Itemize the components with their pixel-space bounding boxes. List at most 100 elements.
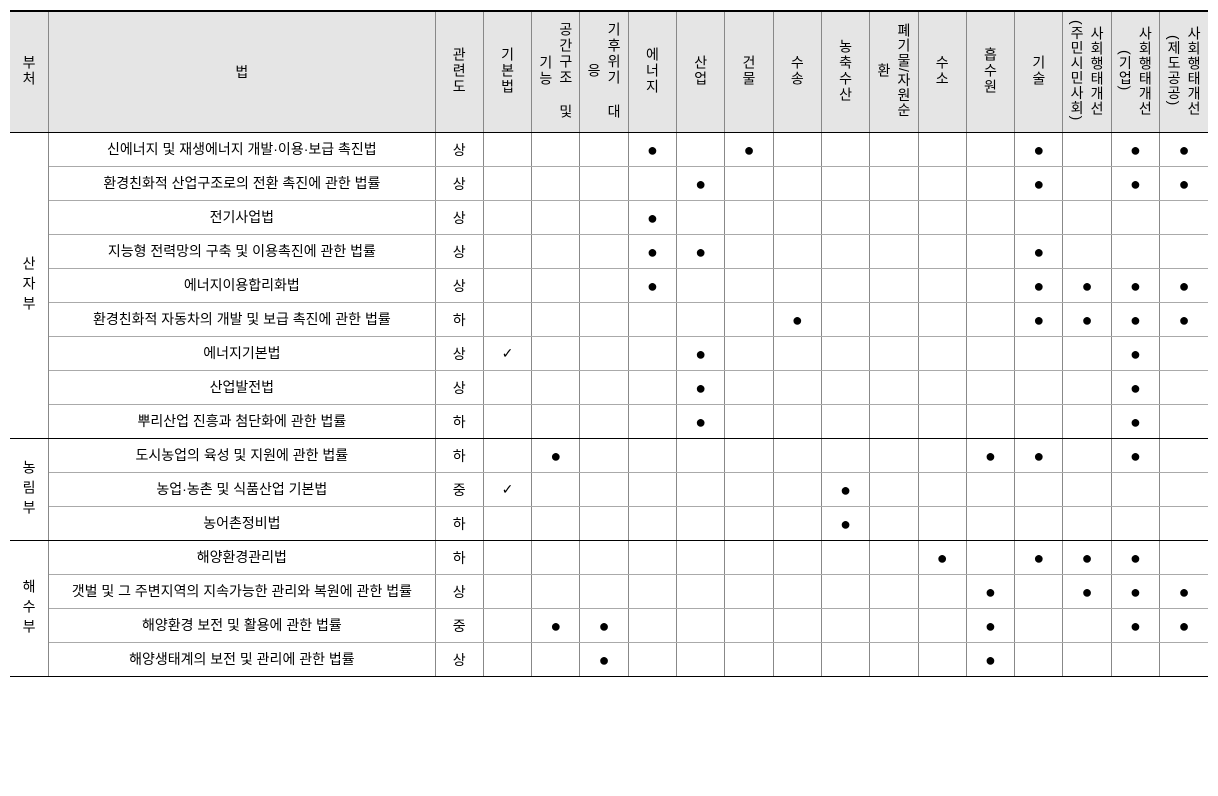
- category-cell: [870, 167, 918, 201]
- category-cell: ●: [1111, 303, 1159, 337]
- relevance-cell: 상: [435, 371, 483, 405]
- table-row: 해수부해양환경관리법하●●●●: [10, 541, 1208, 575]
- category-cell: ●: [628, 201, 676, 235]
- category-cell: [966, 269, 1014, 303]
- category-cell: ●: [1111, 269, 1159, 303]
- category-cell: [483, 609, 531, 643]
- category-cell: [821, 337, 869, 371]
- category-cell: [1063, 337, 1111, 371]
- relevance-cell: 중: [435, 473, 483, 507]
- table-row: 갯벌 및 그 주변지역의 지속가능한 관리와 복원에 관한 법률상●●●●: [10, 575, 1208, 609]
- category-cell: [677, 201, 725, 235]
- category-cell: [966, 201, 1014, 235]
- category-cell: [483, 371, 531, 405]
- category-cell: ●: [628, 133, 676, 167]
- category-cell: [918, 269, 966, 303]
- law-cell: 에너지이용합리화법: [49, 269, 435, 303]
- category-cell: [677, 303, 725, 337]
- category-cell: [725, 337, 773, 371]
- category-cell: [966, 405, 1014, 439]
- category-cell: [483, 541, 531, 575]
- category-cell: [1063, 371, 1111, 405]
- category-cell: [677, 609, 725, 643]
- category-cell: [1015, 575, 1063, 609]
- category-cell: [773, 609, 821, 643]
- category-cell: ●: [628, 235, 676, 269]
- table-row: 에너지기본법상✓●●: [10, 337, 1208, 371]
- category-cell: ●: [677, 405, 725, 439]
- category-cell: [580, 337, 628, 371]
- category-cell: [580, 235, 628, 269]
- category-cell: [483, 235, 531, 269]
- category-cell: [1015, 473, 1063, 507]
- category-cell: [628, 609, 676, 643]
- dept-cell: 해수부: [10, 541, 49, 677]
- category-cell: [870, 541, 918, 575]
- relevance-cell: 하: [435, 439, 483, 473]
- category-cell: [628, 473, 676, 507]
- category-cell: ●: [1160, 609, 1208, 643]
- relevance-cell: 상: [435, 643, 483, 677]
- table-row: 뿌리산업 진흥과 첨단화에 관한 법률하●●: [10, 405, 1208, 439]
- category-cell: [628, 303, 676, 337]
- category-cell: [580, 405, 628, 439]
- law-cell: 뿌리산업 진흥과 첨단화에 관한 법률: [49, 405, 435, 439]
- relevance-cell: 하: [435, 303, 483, 337]
- category-cell: [725, 643, 773, 677]
- col-header-label: 사회행태개선(기업): [1115, 16, 1155, 125]
- category-cell: ●: [1015, 541, 1063, 575]
- category-cell: [870, 235, 918, 269]
- category-cell: [1015, 507, 1063, 541]
- table-header-row: 부처법관련도기본법공간구조 및 기능기후위기 대응에너지산업건물수송농축수산폐기…: [10, 11, 1208, 133]
- col-header-c3: 기후위기 대응: [580, 11, 628, 133]
- category-cell: [870, 269, 918, 303]
- category-cell: [821, 167, 869, 201]
- category-cell: ●: [966, 575, 1014, 609]
- category-cell: [821, 235, 869, 269]
- category-cell: [773, 337, 821, 371]
- category-cell: [870, 303, 918, 337]
- category-cell: [1063, 201, 1111, 235]
- col-header-label: 농축수산: [836, 39, 856, 103]
- category-cell: [580, 439, 628, 473]
- category-cell: [483, 507, 531, 541]
- category-cell: [580, 201, 628, 235]
- category-cell: [870, 643, 918, 677]
- category-cell: [532, 303, 580, 337]
- category-cell: [532, 337, 580, 371]
- category-cell: ●: [1111, 405, 1159, 439]
- relevance-cell: 하: [435, 507, 483, 541]
- category-cell: [966, 303, 1014, 337]
- category-cell: ●: [1015, 439, 1063, 473]
- category-cell: [628, 405, 676, 439]
- category-cell: [1160, 235, 1208, 269]
- law-cell: 도시농업의 육성 및 지원에 관한 법률: [49, 439, 435, 473]
- category-cell: [1015, 371, 1063, 405]
- category-cell: [725, 575, 773, 609]
- category-cell: [821, 609, 869, 643]
- col-header-c12: 기술: [1015, 11, 1063, 133]
- category-cell: [725, 201, 773, 235]
- category-cell: ●: [580, 609, 628, 643]
- category-cell: [1063, 507, 1111, 541]
- category-cell: ●: [677, 167, 725, 201]
- category-cell: [725, 405, 773, 439]
- relevance-cell: 중: [435, 609, 483, 643]
- category-cell: ●: [1015, 269, 1063, 303]
- table-row: 해양생태계의 보전 및 관리에 관한 법률상●●: [10, 643, 1208, 677]
- category-cell: [918, 337, 966, 371]
- category-cell: ●: [1111, 337, 1159, 371]
- category-cell: ●: [677, 371, 725, 405]
- col-header-c9: 폐기물/자원순환: [870, 11, 918, 133]
- category-cell: [483, 269, 531, 303]
- category-cell: [725, 473, 773, 507]
- category-cell: [966, 473, 1014, 507]
- category-cell: [966, 507, 1014, 541]
- col-header-label: 사회행태개선(제도공공): [1164, 16, 1204, 125]
- category-cell: [773, 371, 821, 405]
- category-cell: [821, 575, 869, 609]
- law-cell: 환경친화적 산업구조로의 전환 촉진에 관한 법률: [49, 167, 435, 201]
- col-header-c11: 흡수원: [966, 11, 1014, 133]
- relevance-cell: 상: [435, 575, 483, 609]
- relevance-cell: 상: [435, 337, 483, 371]
